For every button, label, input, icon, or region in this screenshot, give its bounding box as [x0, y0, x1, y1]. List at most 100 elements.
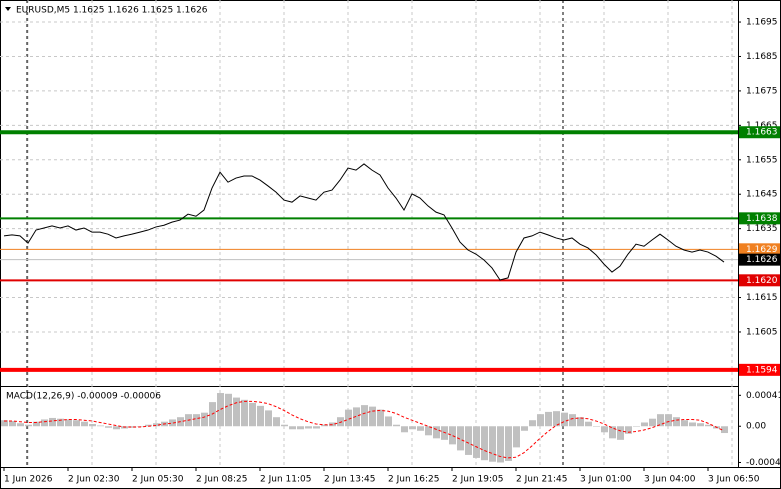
macd-bar: [409, 426, 416, 430]
macd-bar: [273, 417, 280, 427]
macd-bar: [545, 411, 552, 427]
macd-bar: [201, 412, 208, 427]
macd-bar: [441, 426, 448, 440]
macd-bar: [25, 424, 32, 427]
macd-bar: [537, 414, 544, 427]
macd-signal: [4, 400, 725, 459]
y-tick-label: 1.1635: [746, 224, 778, 234]
macd-bar: [457, 426, 464, 451]
y-tick-label: 1.1665: [746, 121, 778, 131]
macd-bar: [297, 426, 304, 430]
macd-bar: [417, 426, 424, 431]
macd-bar: [337, 417, 344, 427]
macd-bar: [569, 414, 576, 427]
y-tick-label: 1.1645: [746, 190, 778, 200]
macd-bar: [697, 423, 704, 427]
macd-bar: [265, 410, 272, 427]
macd-bar: [617, 426, 624, 440]
macd-bar: [233, 397, 240, 427]
macd-bar: [33, 421, 40, 427]
macd-bar: [481, 426, 488, 461]
macd-bar: [353, 407, 360, 427]
macd-bar: [449, 426, 456, 445]
macd-bar: [529, 420, 536, 427]
macd-bar: [1, 420, 8, 427]
macd-bar: [289, 426, 296, 430]
level-label: 1.1626: [746, 255, 778, 265]
x-tick-label: 2 Jun 13:45: [324, 475, 375, 485]
macd-bar: [577, 417, 584, 427]
y-tick-label: 1.1675: [746, 86, 778, 96]
level-label: 1.1620: [746, 276, 778, 286]
macd-bar: [609, 426, 616, 439]
macd-bar: [17, 423, 24, 427]
macd-bar: [145, 424, 152, 427]
macd-bar: [689, 422, 696, 427]
macd-bar: [113, 426, 120, 430]
macd-bar: [641, 422, 648, 427]
x-tick-label: 2 Jun 21:45: [516, 475, 567, 485]
macd-bar: [705, 424, 712, 427]
macd-bar: [585, 421, 592, 427]
macd-y-tick-label: 0.00: [746, 422, 766, 432]
y-tick-label: 1.1655: [746, 155, 778, 165]
level-label: 1.1638: [746, 214, 778, 224]
macd-bar: [169, 419, 176, 427]
macd-bar: [553, 411, 560, 427]
macd-bar: [369, 406, 376, 427]
macd-bar: [601, 426, 608, 433]
macd-bar: [105, 426, 112, 428]
macd-bar: [41, 419, 48, 427]
x-tick-label: 3 Jun 06:50: [708, 475, 760, 485]
macd-bar: [433, 426, 440, 439]
macd-bar: [9, 420, 16, 427]
macd-bar: [49, 417, 56, 427]
x-tick-label: 2 Jun 11:05: [260, 475, 311, 485]
macd-bar: [153, 423, 160, 427]
macd-bar: [305, 426, 312, 429]
macd-bar: [393, 424, 400, 427]
macd-bar: [681, 420, 688, 427]
macd-bar: [521, 426, 528, 431]
x-tick-label: 2 Jun 08:25: [196, 475, 247, 485]
x-tick-label: 2 Jun 16:25: [388, 475, 439, 485]
level-label-bg: [739, 212, 780, 225]
x-tick-label: 2 Jun 02:30: [68, 475, 120, 485]
macd-y-tick-label: 0.00041: [746, 391, 781, 401]
macd-bar: [97, 425, 104, 427]
level-label: 1.1663: [746, 128, 778, 138]
price-line: [3, 163, 725, 281]
macd-bar: [513, 426, 520, 448]
macd-bar: [361, 405, 368, 427]
macd-bar: [625, 426, 632, 434]
macd-bar: [505, 426, 512, 461]
y-tick-label: 1.1605: [746, 327, 778, 337]
macd-bar: [313, 426, 320, 429]
macd-bar: [401, 426, 408, 433]
macd-bar: [633, 426, 640, 427]
macd-bar: [321, 424, 328, 427]
x-tick-label: 2 Jun 05:30: [132, 475, 184, 485]
macd-bar: [225, 393, 232, 427]
macd-bar: [217, 393, 224, 427]
x-tick-label: 3 Jun 04:00: [644, 475, 696, 485]
macd-y-tick-label: -0.00048: [746, 458, 781, 468]
macd-bar: [89, 423, 96, 427]
menu-arrow: [5, 7, 11, 11]
macd-bar: [425, 426, 432, 436]
macd-bar: [649, 418, 656, 427]
macd-bar: [257, 405, 264, 427]
macd-bar: [57, 418, 64, 427]
macd-bar: [561, 412, 568, 427]
level-label-bg: [739, 253, 780, 266]
macd-bar: [345, 409, 352, 427]
level-label-bg: [739, 243, 780, 256]
macd-bar: [81, 421, 88, 427]
macd-bar: [193, 414, 200, 427]
chart-title: EURUSD,M5 1.1625 1.1626 1.1625 1.1626: [16, 6, 208, 16]
macd-bar: [73, 420, 80, 427]
macd-bar: [329, 422, 336, 427]
